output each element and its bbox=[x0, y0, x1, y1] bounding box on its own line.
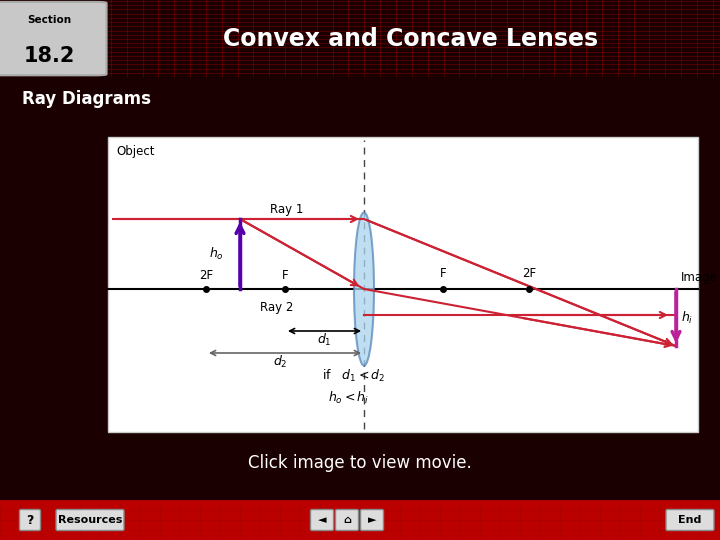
Text: F: F bbox=[440, 267, 446, 280]
FancyBboxPatch shape bbox=[666, 510, 714, 530]
Text: Ray 1: Ray 1 bbox=[270, 203, 303, 216]
Text: 2F: 2F bbox=[522, 267, 536, 280]
Text: $h_o$: $h_o$ bbox=[209, 246, 224, 262]
FancyBboxPatch shape bbox=[336, 510, 359, 530]
FancyBboxPatch shape bbox=[310, 510, 333, 530]
Text: F: F bbox=[282, 269, 288, 282]
Text: Click image to view movie.: Click image to view movie. bbox=[248, 454, 472, 472]
Text: Convex and Concave Lenses: Convex and Concave Lenses bbox=[222, 26, 598, 51]
Text: $d_1$: $d_1$ bbox=[317, 332, 331, 348]
Text: $h_i$: $h_i$ bbox=[681, 310, 693, 326]
Text: Section: Section bbox=[27, 15, 71, 25]
Text: 18.2: 18.2 bbox=[23, 45, 75, 65]
Text: 2F: 2F bbox=[199, 269, 213, 282]
FancyBboxPatch shape bbox=[56, 510, 124, 530]
Text: ►: ► bbox=[368, 515, 377, 525]
Ellipse shape bbox=[354, 213, 374, 366]
Bar bbox=[108, 137, 698, 432]
Text: Ray Diagrams: Ray Diagrams bbox=[22, 90, 151, 108]
FancyBboxPatch shape bbox=[361, 510, 384, 530]
Text: $h_o < h_i$: $h_o < h_i$ bbox=[328, 390, 369, 406]
Text: $d_2$: $d_2$ bbox=[273, 354, 287, 370]
Text: Object: Object bbox=[116, 145, 155, 158]
Text: Ray 2: Ray 2 bbox=[260, 301, 293, 314]
Text: ◄: ◄ bbox=[318, 515, 326, 525]
FancyBboxPatch shape bbox=[0, 2, 107, 75]
Text: End: End bbox=[678, 515, 702, 525]
Text: Image: Image bbox=[681, 271, 718, 284]
Bar bbox=[0, 77, 720, 540]
Text: ⌂: ⌂ bbox=[343, 515, 351, 525]
Text: if   $d_1 < d_2$: if $d_1 < d_2$ bbox=[323, 368, 386, 384]
Bar bbox=[0, 500, 720, 540]
Text: Resources: Resources bbox=[58, 515, 122, 525]
Text: ?: ? bbox=[27, 514, 34, 526]
FancyBboxPatch shape bbox=[19, 510, 40, 530]
